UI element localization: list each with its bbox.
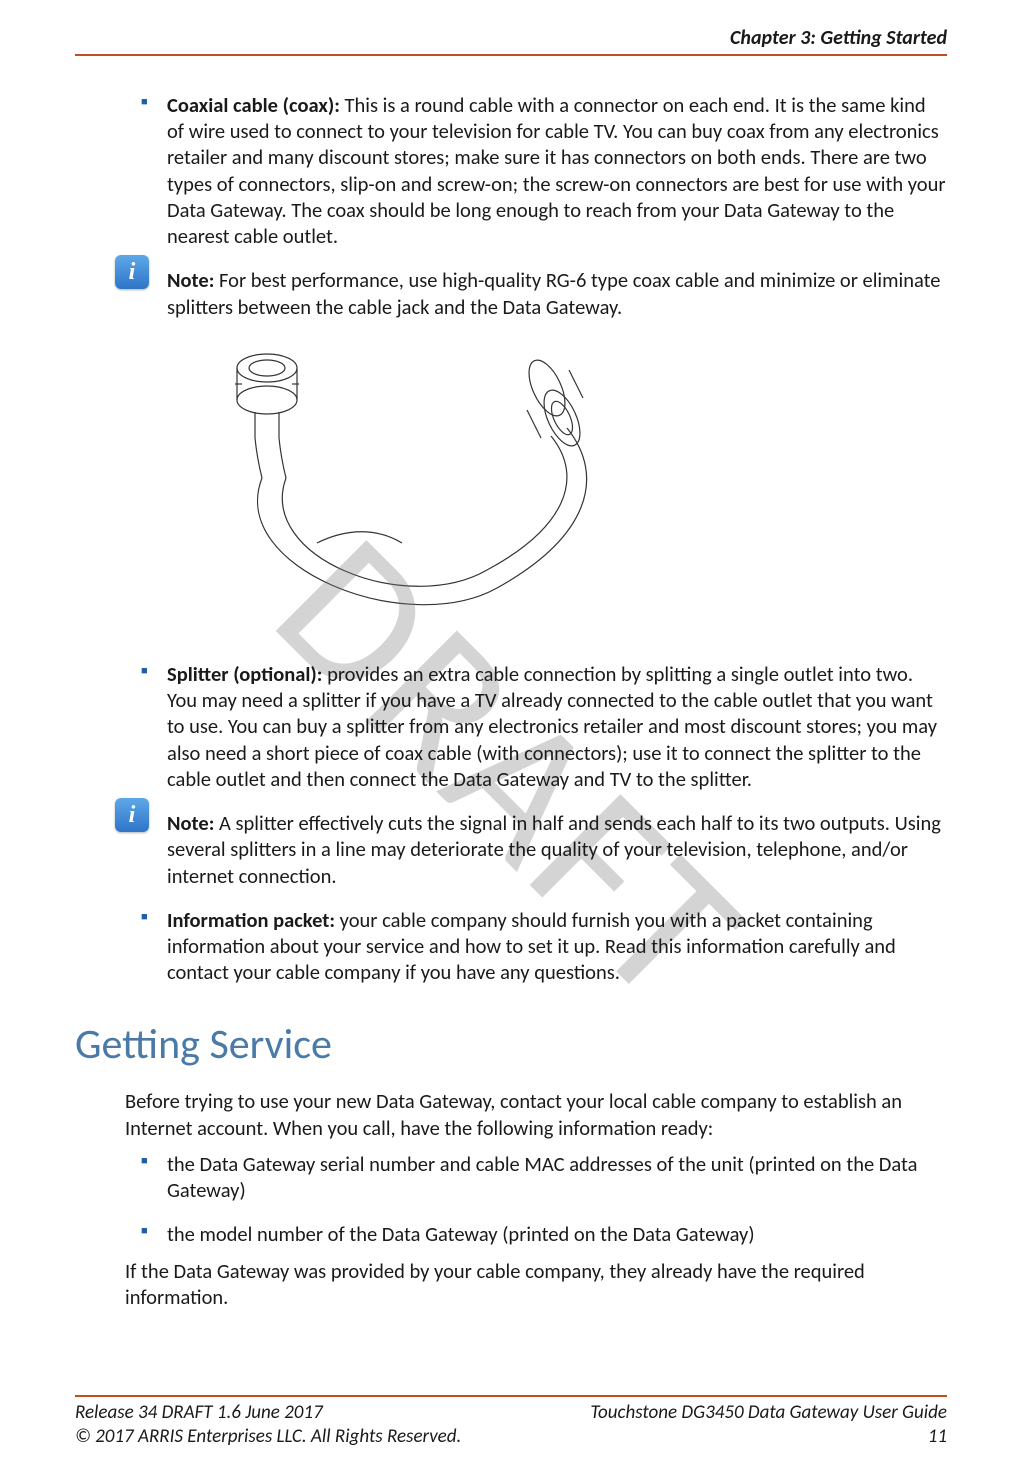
section-after: If the Data Gateway was provided by your… xyxy=(125,1258,947,1310)
info-icon xyxy=(115,798,149,832)
note2-text: A splitter effectively cuts the signal i… xyxy=(167,810,941,888)
footer-release: Release 34 DRAFT 1.6 June 2017 xyxy=(75,1401,323,1426)
splitter-label: Splitter (optional): xyxy=(167,661,322,687)
page-footer: Release 34 DRAFT 1.6 June 2017 Touchston… xyxy=(75,1395,947,1450)
bullet-serial: the Data Gateway serial number and cable… xyxy=(125,1151,947,1203)
section-heading: Getting Service xyxy=(75,1019,947,1070)
footer-page-number: 11 xyxy=(928,1425,947,1450)
note-splitter: Note: A splitter effectively cuts the si… xyxy=(125,810,947,889)
coax-cable-svg xyxy=(167,338,647,638)
page-header: Chapter 3: Getting Started xyxy=(75,26,947,56)
bullet-infopacket: Information packet: your cable company s… xyxy=(125,907,947,986)
note-coax: Note: For best performance, use high-qua… xyxy=(125,267,947,319)
page-content: Coaxial cable (coax): This is a round ca… xyxy=(75,92,947,1310)
coax-cable-figure xyxy=(167,338,947,643)
footer-row-2: © 2017 ARRIS Enterprises LLC. All Rights… xyxy=(75,1425,947,1450)
footer-copyright: © 2017 ARRIS Enterprises LLC. All Rights… xyxy=(75,1425,461,1450)
section-intro: Before trying to use your new Data Gatew… xyxy=(125,1088,947,1140)
document-page: DRAFT Chapter 3: Getting Started Coaxial… xyxy=(0,0,1022,1480)
bullet-model: the model number of the Data Gateway (pr… xyxy=(125,1221,947,1247)
note1-text: For best performance, use high-quality R… xyxy=(167,267,940,319)
footer-row-1: Release 34 DRAFT 1.6 June 2017 Touchston… xyxy=(75,1401,947,1426)
bullet-splitter: Splitter (optional): provides an extra c… xyxy=(125,661,947,792)
bullet-coax: Coaxial cable (coax): This is a round ca… xyxy=(125,92,947,249)
infopacket-label: Information packet: xyxy=(167,907,335,933)
note1-label: Note: xyxy=(167,267,214,293)
info-icon xyxy=(115,255,149,289)
note2-label: Note: xyxy=(167,810,214,836)
footer-guide-title: Touchstone DG3450 Data Gateway User Guid… xyxy=(590,1401,947,1426)
coax-label: Coaxial cable (coax): xyxy=(167,92,340,118)
